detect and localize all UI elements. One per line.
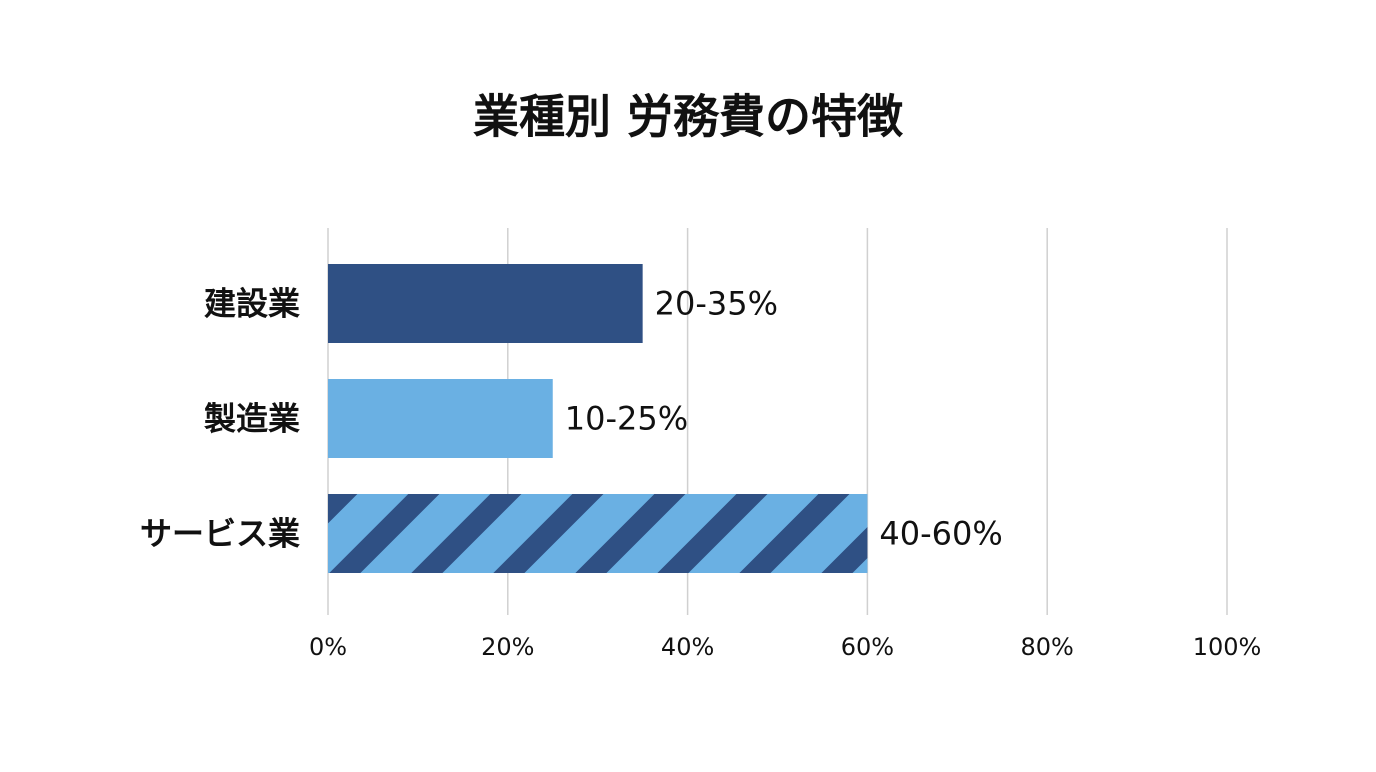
value-label: 40-60%: [879, 515, 1002, 553]
bar: [328, 264, 643, 343]
y-tick-label: 製造業: [204, 400, 300, 438]
x-tick-label: 0%: [309, 633, 347, 661]
x-tick-label: 100%: [1193, 633, 1262, 661]
chart-title: 業種別 労務費の特徴: [473, 90, 904, 144]
value-label: 10-25%: [565, 400, 688, 438]
bar: [328, 494, 868, 573]
x-tick-label: 60%: [841, 633, 894, 661]
y-tick-label: 建設業: [204, 285, 300, 323]
x-tick-label: 80%: [1021, 633, 1074, 661]
x-tick-label: 40%: [661, 633, 714, 661]
bar: [328, 379, 553, 458]
value-label: 20-35%: [655, 285, 778, 323]
y-tick-label: サービス業: [140, 515, 300, 553]
x-tick-label: 20%: [481, 633, 534, 661]
